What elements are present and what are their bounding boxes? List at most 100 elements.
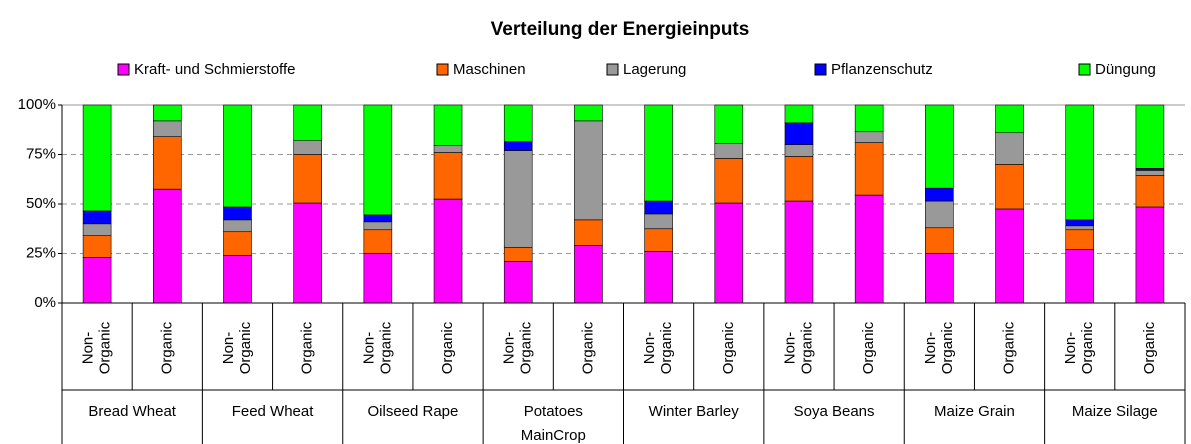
bar-segment <box>995 208 1024 304</box>
x-tick-label: Non-Organic <box>501 321 535 374</box>
legend-label: Pflanzenschutz <box>831 61 933 78</box>
x-tick-label-line: Non- <box>781 332 798 365</box>
bar-segment <box>363 221 393 231</box>
bar-segment <box>644 213 673 230</box>
bar-segment <box>82 210 112 225</box>
legend-swatch <box>814 63 827 76</box>
x-tick-label-line: Non- <box>1062 332 1079 365</box>
x-tick-label: Organic <box>720 321 737 374</box>
bar-segment <box>644 251 673 304</box>
group-label: Feed Wheat <box>232 403 315 420</box>
bar-segment <box>1065 219 1095 227</box>
bar-segment <box>433 198 463 304</box>
x-tick-label: Organic <box>579 321 596 374</box>
group-label: Potatoes MainCrop <box>521 403 586 444</box>
y-tick-label: 0% <box>34 294 56 311</box>
bar-segment <box>644 104 673 202</box>
bar-segment <box>995 132 1024 165</box>
group-label: Soya Beans <box>794 403 875 420</box>
bar-segment <box>784 156 814 202</box>
bar-segment <box>1065 225 1095 231</box>
x-tick-label: Organic <box>860 321 877 374</box>
bar-segment <box>503 104 533 142</box>
x-tick-label-line: Non- <box>641 332 658 365</box>
x-tick-label-line: Non- <box>501 332 518 365</box>
bar-segment <box>82 104 112 212</box>
bar-segment <box>152 136 182 190</box>
bar-segment <box>503 261 533 304</box>
legend-swatch <box>1078 63 1091 76</box>
bar-segment <box>152 188 182 304</box>
bar-segment <box>503 150 533 248</box>
legend-label: Düngung <box>1095 61 1156 78</box>
bar-segment <box>925 253 954 304</box>
y-tick-label: 75% <box>26 145 56 162</box>
bar-segment <box>433 152 463 200</box>
bar-segment <box>82 235 112 258</box>
bar-segment <box>784 144 814 157</box>
bar-segment <box>293 154 322 204</box>
bar-segment <box>574 245 603 304</box>
x-tick-label-line: Organic <box>798 321 815 374</box>
bar-segment <box>293 140 322 155</box>
bar-segment <box>925 227 954 254</box>
x-tick-label-line: Organic <box>237 321 254 374</box>
x-tick-label: Non-Organic <box>641 321 675 374</box>
x-tick-label: Non-Organic <box>220 321 254 374</box>
bar-segment <box>1135 206 1165 304</box>
bar-segment <box>363 229 393 254</box>
bar-segment <box>152 120 182 137</box>
bar-segment <box>1065 249 1095 304</box>
bar-segment <box>503 141 533 151</box>
x-tick-label: Organic <box>299 321 316 374</box>
x-tick-label: Organic <box>1141 321 1158 374</box>
x-tick-label: Organic <box>439 321 456 374</box>
legend-swatch <box>117 63 130 76</box>
bar-segment <box>1065 104 1095 221</box>
x-tick-label-line: Organic <box>1079 321 1096 374</box>
bar-segment <box>784 200 814 304</box>
bar-segment <box>223 104 252 208</box>
bar-segment <box>854 104 884 133</box>
bar-segment <box>854 131 884 143</box>
group-label: Oilseed Rape <box>367 403 458 420</box>
y-tick-label: 50% <box>26 195 56 212</box>
x-tick-label-line: Non- <box>922 332 939 365</box>
bar-segment <box>363 214 393 223</box>
bar-segment <box>503 247 533 262</box>
x-tick-label: Non-Organic <box>80 321 114 374</box>
bar-segment <box>363 253 393 304</box>
bar-segment <box>854 142 884 196</box>
bar-segment <box>714 158 744 204</box>
y-tick-label: 100% <box>18 96 56 113</box>
bar-segment <box>574 219 603 246</box>
bar-segment <box>1135 170 1165 176</box>
bar-segment <box>574 120 603 221</box>
bar-segment <box>925 104 954 189</box>
bar-segment <box>223 231 252 256</box>
chart-title: Verteilung der Energieinputs <box>491 19 750 40</box>
bar-segment <box>784 104 814 124</box>
bar-segment <box>644 228 673 252</box>
bar-segment <box>82 257 112 304</box>
bar-segment <box>714 104 744 144</box>
x-tick-label-line: Non- <box>220 332 237 365</box>
bar-segment <box>854 194 884 304</box>
bar-segment <box>82 223 112 236</box>
bar-segment <box>644 200 673 215</box>
bar-segment <box>293 104 322 141</box>
bar-segment <box>995 104 1024 134</box>
bar-segment <box>363 104 393 216</box>
bar-segment <box>1135 104 1165 169</box>
group-label: Maize Grain <box>934 403 1015 420</box>
group-label-line: MainCrop <box>521 427 586 444</box>
bar-segment <box>223 219 252 233</box>
group-label: Maize Silage <box>1072 403 1158 420</box>
legend-swatch <box>606 63 619 76</box>
legend-label: Lagerung <box>623 61 686 78</box>
x-tick-label-line: Organic <box>377 321 394 374</box>
x-tick-label-line: Organic <box>518 321 535 374</box>
x-tick-label: Organic <box>1001 321 1018 374</box>
legend-label: Kraft- und Schmierstoffe <box>134 61 295 78</box>
